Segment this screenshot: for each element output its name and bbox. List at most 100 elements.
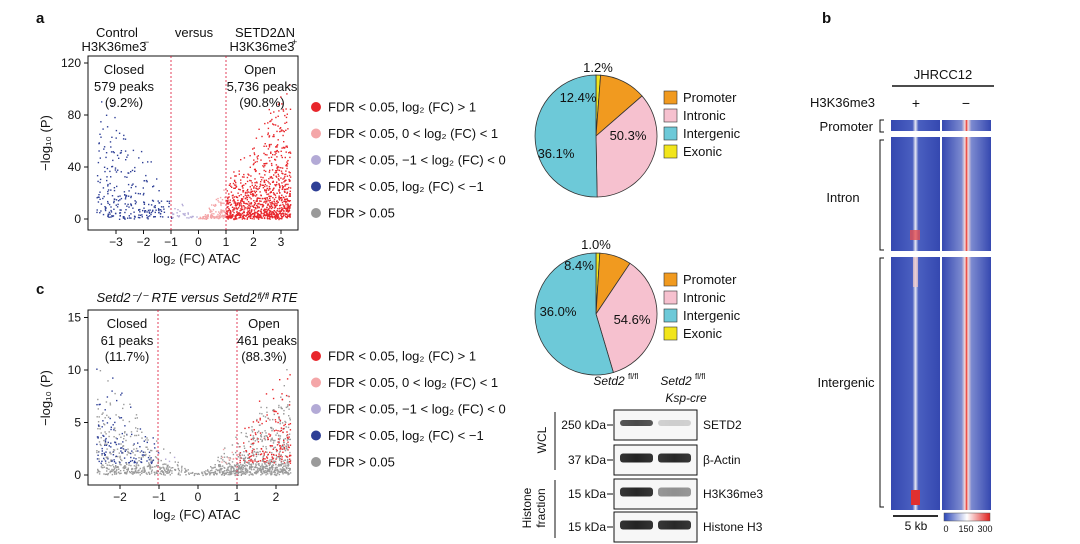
scatter-point: [258, 214, 260, 216]
a-header-h3k36-neg: H3K36me3: [81, 39, 146, 54]
scatter-point: [108, 211, 111, 214]
scatter-point: [248, 440, 250, 443]
scatter-point: [284, 185, 286, 187]
scatter-point: [103, 452, 105, 454]
scatter-point: [262, 450, 264, 452]
scatter-point: [269, 207, 271, 209]
scatter-point: [282, 108, 284, 111]
pie-legend-swatch: [663, 308, 678, 323]
scatter-point: [116, 448, 119, 450]
scatter-point: [214, 472, 217, 475]
scatter-point: [275, 434, 277, 436]
scatter-point: [186, 217, 188, 219]
scatter-point: [100, 466, 103, 468]
scatter-point: [126, 176, 128, 178]
scatter-point: [283, 177, 285, 179]
scatter-point: [278, 439, 281, 441]
scatter-point: [208, 472, 210, 474]
scatter-point: [130, 204, 133, 207]
scatter-point: [284, 459, 286, 461]
scatter-point: [115, 414, 117, 416]
scatter-point: [230, 177, 232, 179]
scatter-point: [242, 198, 244, 200]
scatter-point: [281, 469, 283, 471]
scatter-point: [129, 217, 131, 219]
scatter-point: [284, 465, 286, 467]
scatter-point: [276, 472, 278, 475]
scatter-point: [257, 453, 260, 456]
a-ytick-label: 0: [74, 212, 81, 226]
scatter-point: [239, 461, 241, 464]
scatter-point: [167, 466, 169, 468]
scatter-point: [270, 445, 272, 448]
scatter-point: [219, 215, 221, 218]
scatter-point: [276, 144, 279, 146]
scatter-point: [219, 465, 222, 467]
scatter-point: [271, 217, 274, 219]
scatter-point: [255, 216, 258, 219]
scatter-point: [282, 209, 284, 211]
scatter-point: [239, 471, 241, 473]
scatter-point: [212, 467, 214, 469]
scatter-point: [272, 457, 274, 459]
scatter-point: [278, 473, 281, 476]
scatter-point: [259, 417, 261, 420]
scatter-point: [249, 472, 252, 474]
wb-protein-label: β-Actin: [703, 453, 741, 467]
scatter-point: [289, 200, 291, 202]
scatter-point: [106, 464, 108, 466]
scatter-point: [114, 167, 117, 169]
scatter-point: [267, 208, 270, 210]
scatter-point: [124, 194, 126, 196]
scatter-point: [112, 151, 114, 153]
pie-legend-label: Intronic: [683, 290, 726, 305]
scatter-point: [242, 196, 245, 198]
scatter-point: [280, 427, 283, 429]
scatter-point: [260, 471, 262, 473]
scatter-point: [283, 446, 285, 449]
scatter-point: [134, 200, 136, 202]
scatter-point: [262, 203, 264, 206]
scatter-point: [279, 430, 281, 432]
scatter-point: [240, 432, 243, 434]
scatter-point: [253, 203, 256, 206]
scatter-point: [251, 217, 253, 220]
scatter-point: [190, 472, 192, 474]
scatter-point: [167, 468, 169, 470]
scatter-point: [231, 473, 233, 475]
scatter-point: [103, 146, 106, 148]
scatter-point: [228, 214, 230, 217]
scatter-point: [104, 431, 106, 433]
scatter-point: [124, 218, 126, 220]
scatter-point: [248, 426, 250, 429]
scatter-point: [193, 473, 196, 475]
scatter-point: [96, 443, 98, 446]
scatter-point: [255, 208, 257, 210]
colorbar-tick-label: 0: [943, 524, 948, 534]
scatter-point: [285, 446, 287, 448]
scatter-point: [116, 154, 119, 157]
scatter-point: [273, 193, 275, 196]
scatter-point: [277, 214, 279, 216]
scatter-point: [259, 203, 261, 206]
scatter-point: [286, 93, 288, 95]
scatter-point: [281, 216, 283, 218]
scatter-point: [257, 210, 259, 212]
scatter-point: [273, 460, 275, 462]
scatter-point: [260, 468, 262, 471]
scatter-point: [222, 465, 224, 467]
scatter-point: [124, 431, 126, 433]
scatter-point: [96, 451, 98, 454]
scatter-point: [108, 216, 110, 218]
scatter-point: [289, 467, 291, 470]
scatter-point: [239, 455, 241, 457]
scatter-point: [135, 414, 138, 416]
scatter-point: [146, 211, 148, 213]
scatter-point: [251, 210, 253, 212]
scatter-point: [289, 84, 291, 86]
scatter-point: [265, 162, 267, 165]
scatter-point: [254, 161, 256, 163]
scatter-point: [259, 432, 262, 434]
scatter-point: [268, 211, 271, 214]
